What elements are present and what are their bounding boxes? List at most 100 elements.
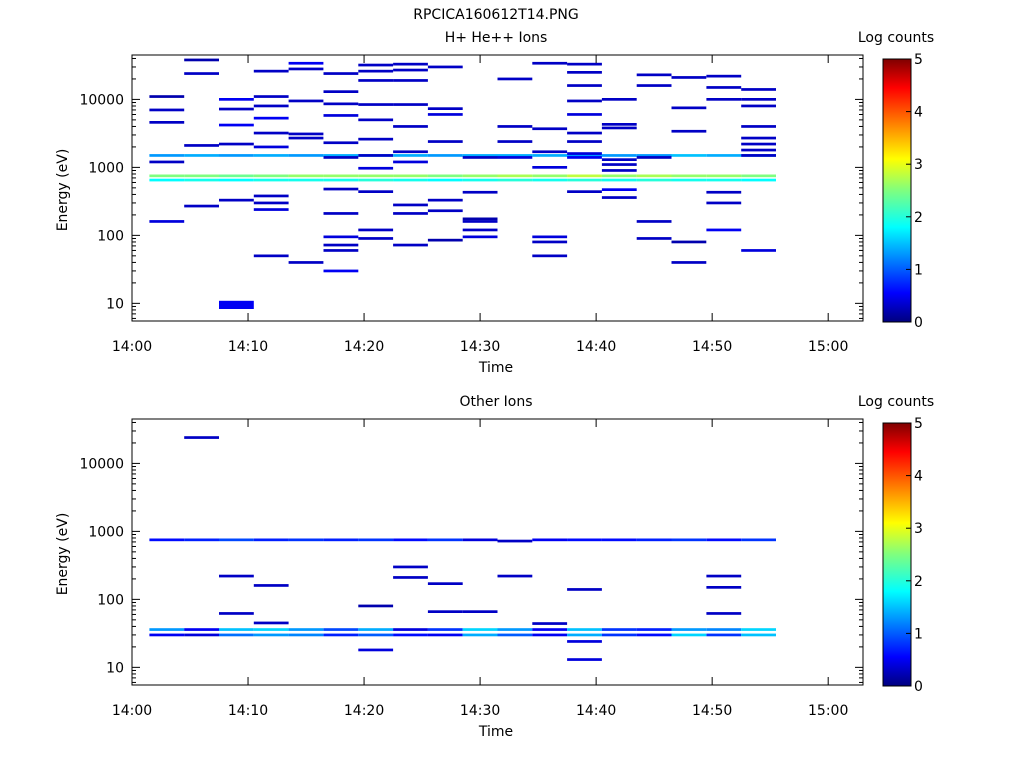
heatmap-cell [741, 104, 776, 108]
colorbar-tick-label: 5 [914, 416, 923, 432]
x-tick-label: 14:00 [112, 703, 152, 719]
heatmap-cell [497, 628, 533, 631]
heatmap-cell [567, 178, 602, 182]
heatmap-cell [601, 154, 637, 157]
heatmap-cell [393, 628, 428, 631]
heatmap-cell [462, 174, 498, 178]
heatmap-cell [497, 140, 533, 143]
plot-frame [131, 54, 864, 322]
heatmap-cell [323, 187, 359, 191]
heatmap-cell [567, 588, 602, 591]
heatmap-cell [323, 628, 359, 631]
heatmap-cell [427, 198, 463, 202]
heatmap-cell [149, 538, 185, 542]
heatmap-cell [567, 84, 602, 87]
heatmap-cell [149, 628, 185, 631]
y-tick-label: 10000 [79, 456, 124, 472]
heatmap-cell [393, 103, 428, 106]
heatmap-cell [636, 154, 672, 157]
colorbar: 0 1 2 3 4 5 Log counts [858, 394, 934, 695]
heatmap-cell [253, 633, 289, 637]
heatmap-cell [601, 98, 637, 101]
heatmap-cell [532, 127, 568, 131]
heatmap-cell [288, 67, 324, 71]
heatmap-cell [149, 178, 185, 182]
heatmap-cells [149, 436, 776, 661]
heatmap-cell [706, 201, 742, 205]
heatmap-cell [184, 633, 219, 637]
heatmap-cell [706, 628, 742, 631]
heatmap-cell [219, 178, 254, 182]
heatmap-cell [358, 628, 394, 631]
heatmap-cell [358, 228, 394, 232]
heatmap-cell [706, 228, 742, 232]
x-tick-label: 14:40 [576, 339, 616, 355]
heatmap-cell [358, 69, 394, 73]
heatmap-cell [497, 174, 533, 178]
x-tick-label: 14:50 [692, 339, 732, 355]
heatmap-cell [601, 163, 637, 166]
heatmap-cell [671, 633, 707, 637]
chart-panel-2: 14:00 14:10 14:20 14:30 14:40 14:50 15:0010100… [55, 394, 934, 740]
heatmap-cell [184, 174, 219, 178]
heatmap-cell [497, 574, 533, 578]
heatmap-cell [706, 174, 742, 178]
heatmap-cell [288, 174, 324, 178]
heatmap-cell [497, 178, 533, 182]
heatmap-cell [253, 628, 289, 631]
heatmap-cell [393, 178, 428, 182]
y-axis-label: Energy (eV) [55, 513, 71, 596]
heatmap-cell [184, 178, 219, 182]
heatmap-cell [706, 633, 742, 637]
x-tick-label: 14:10 [228, 703, 268, 719]
heatmap-cell [149, 154, 185, 157]
heatmap-cell [323, 154, 359, 157]
heatmap-cell [741, 154, 776, 157]
heatmap-cell [462, 228, 498, 232]
x-tick-label: 15:00 [808, 703, 848, 719]
panel-title: H+ He++ Ions [445, 30, 548, 46]
heatmap-cell [393, 79, 428, 82]
heatmap-cell [253, 178, 289, 182]
heatmap-cell [601, 126, 637, 130]
heatmap-cell [636, 220, 672, 223]
x-tick-label: 14:30 [460, 339, 500, 355]
heatmap-cell [358, 166, 394, 170]
heatmap-cell [253, 584, 289, 587]
heatmap-cell [532, 61, 568, 65]
heatmap-cell [149, 633, 185, 637]
heatmap-cell [427, 178, 463, 182]
heatmap-cell [532, 633, 568, 637]
heatmap-cell [427, 538, 463, 542]
heatmap-cell [601, 178, 637, 182]
heatmap-cell [393, 538, 428, 542]
heatmap-cell [288, 633, 324, 637]
heatmap-cell [532, 154, 568, 157]
colorbar-gradient [882, 58, 912, 323]
chart-panel-1: 14:00 14:10 14:20 14:30 14:40 14:50 15:0010100… [55, 30, 934, 376]
heatmap-cell [567, 628, 602, 631]
heatmap-cell [741, 148, 776, 152]
figure-title: RPCICA160612T14.PNG [413, 7, 578, 23]
colorbar-tick-label: 1 [914, 262, 923, 278]
colorbar: 0 1 2 3 4 5 Log counts [858, 30, 934, 331]
heatmap-cell [601, 538, 637, 542]
heatmap-cell [184, 72, 219, 75]
heatmap-cell [462, 217, 498, 221]
heatmap-cell [427, 633, 463, 637]
x-tick-label: 15:00 [808, 339, 848, 355]
heatmap-cell [671, 628, 707, 631]
heatmap-cell [601, 158, 637, 161]
heatmap-cell [149, 108, 185, 112]
heatmap-cell [323, 102, 359, 106]
heatmap-cell [567, 62, 602, 66]
heatmap-cell [184, 204, 219, 208]
heatmap-cell [253, 538, 289, 542]
heatmap-cell [288, 136, 324, 140]
heatmap-cell [567, 152, 602, 155]
heatmap-cell [462, 154, 498, 157]
heatmap-cell [706, 586, 742, 589]
colorbar-tick-label: 3 [914, 521, 923, 537]
heatmap-cell [149, 121, 185, 124]
heatmap-cell [358, 79, 394, 82]
